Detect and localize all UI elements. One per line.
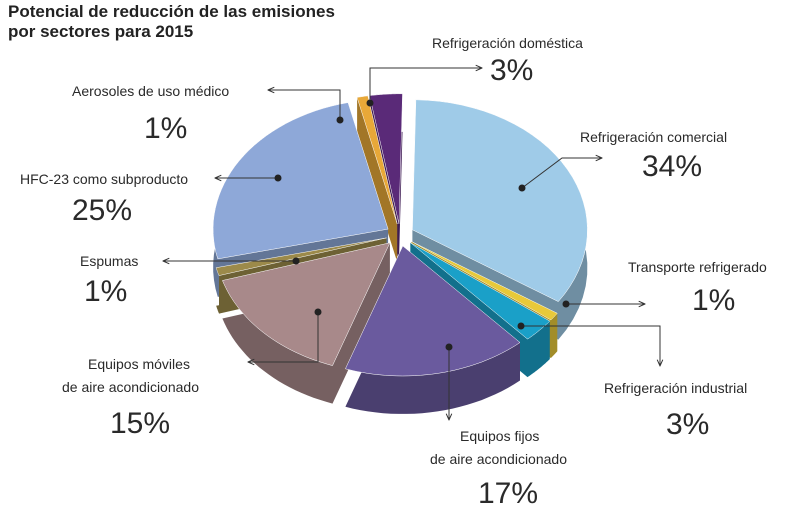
pie-slice-equipos-moviles-de-aire-acondicionado [222,242,391,366]
chart-title: Potencial de reducción de las emisiones … [8,2,335,41]
label-refrigeracion-domestica: Refrigeración doméstica [432,35,583,51]
label-equipos-moviles-2: de aire acondicionado [62,379,199,395]
pie-slice-equipos-fijos-de-aire-acondicionado [345,245,521,377]
leader-line-aerosoles [268,90,341,120]
pie-slice-refrigeracion-domestica [369,93,403,224]
label-equipos-fijos-1: Equipos fijos [460,428,539,444]
pie-slice-transporte-refrigerado [411,241,558,321]
pie-slice-aerosoles-de-uso-medico [356,95,398,225]
label-hfc-23: HFC-23 como subproducto [20,171,188,187]
pct-transporte-refrigerado: 1% [692,284,735,317]
label-equipos-fijos-2: de aire acondicionado [430,451,567,467]
pct-hfc-23: 25% [72,194,132,227]
leader-lines [163,68,660,420]
leader-line-moviles [248,312,319,362]
pct-refrigeracion-industrial: 3% [666,408,709,441]
pie-slices [212,93,588,414]
pct-refrigeracion-comercial: 34% [642,150,702,183]
pie-slice-refrigeracion-industrial [410,242,551,340]
leader-line-domestica [369,68,482,103]
pct-equipos-fijos: 17% [478,477,538,507]
pct-espumas: 1% [84,275,127,308]
pie-slice-refrigeracion-comercial [412,99,588,302]
label-refrigeracion-industrial: Refrigeración industrial [604,380,747,396]
pie-slice-hfc-23-como-subproducto [212,102,389,260]
pie-slice-side-aerosoles-de-uso-medico [357,95,398,263]
leader-dots [274,99,570,351]
label-equipos-moviles-1: Equipos móviles [88,356,190,372]
label-espumas: Espumas [80,253,138,269]
pct-aerosoles: 1% [144,112,187,145]
pie-slice-espumas [215,237,387,276]
label-aerosoles: Aerosoles de uso médico [72,83,229,99]
pct-equipos-moviles: 15% [110,407,170,440]
leader-line-industrial [521,325,660,366]
label-transporte-refrigerado: Transporte refrigerado [628,259,767,275]
pct-refrigeracion-domestica: 3% [490,54,533,87]
label-refrigeracion-comercial: Refrigeración comercial [580,129,727,145]
leader-line-comercial [521,158,602,189]
